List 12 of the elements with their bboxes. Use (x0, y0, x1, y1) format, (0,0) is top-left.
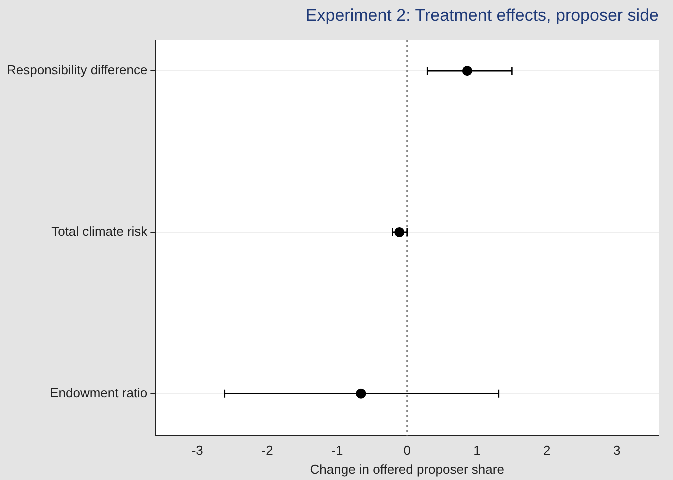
x-tick-label: -3 (192, 443, 204, 458)
x-tick-label: 2 (544, 443, 551, 458)
x-tick-label: -2 (262, 443, 274, 458)
x-tick-label: 0 (404, 443, 411, 458)
x-tick-label: -1 (332, 443, 344, 458)
x-tick-label: 1 (474, 443, 481, 458)
x-axis-title: Change in offered proposer share (310, 462, 504, 477)
y-tick-label: Total climate risk (52, 224, 148, 240)
chart-title: Experiment 2: Treatment effects, proposer side (306, 6, 659, 25)
x-tick-label: 3 (613, 443, 621, 458)
y-tick-label: Responsibility difference (7, 62, 148, 78)
y-tick-label: Endowment ratio (50, 385, 148, 400)
